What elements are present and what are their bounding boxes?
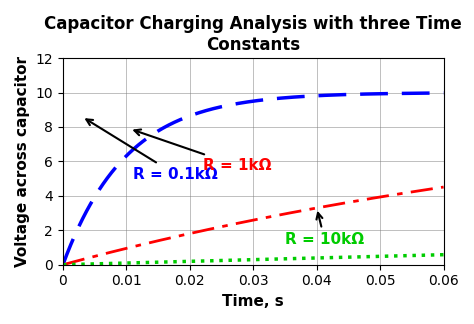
Text: R = 1kΩ: R = 1kΩ — [134, 130, 271, 173]
Title: Capacitor Charging Analysis with three Time
Constants: Capacitor Charging Analysis with three T… — [45, 15, 462, 54]
X-axis label: Time, s: Time, s — [222, 294, 284, 309]
Text: R = 0.1kΩ: R = 0.1kΩ — [86, 119, 218, 182]
Text: R = 10kΩ: R = 10kΩ — [285, 213, 364, 247]
Y-axis label: Voltage across capacitor: Voltage across capacitor — [15, 56, 30, 267]
